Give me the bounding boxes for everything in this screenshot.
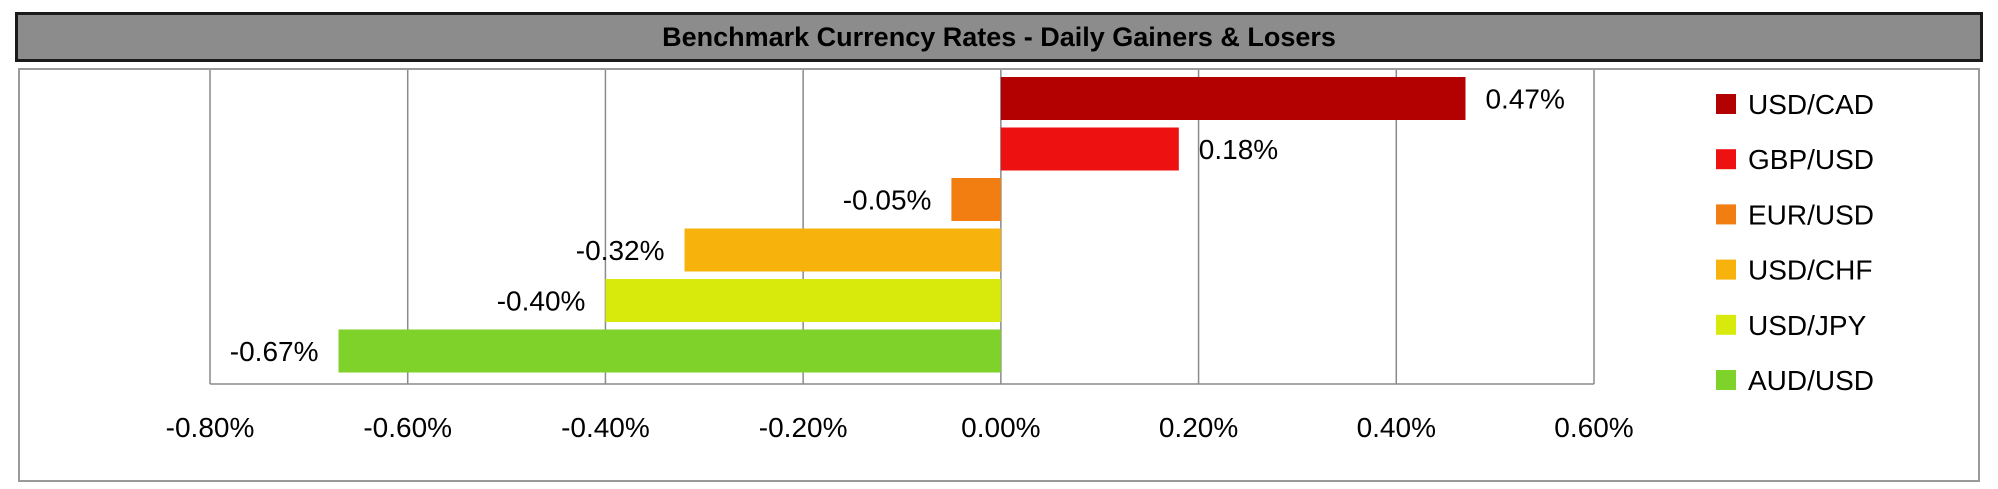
x-axis-tick-labels: -0.80% -0.60% -0.40% -0.20% 0.00% 0.20% 0.40% 0… bbox=[166, 412, 1634, 443]
x-tick-label: -0.80% bbox=[166, 412, 255, 443]
bar-data-label: -0.67% bbox=[230, 336, 319, 367]
bar-data-labels: 0.47% 0.18% -0.05% -0.32% -0.40% -0.67% bbox=[230, 84, 1565, 368]
legend-swatch bbox=[1716, 370, 1736, 390]
legend-label: AUD/USD bbox=[1748, 365, 1874, 396]
bar-data-label: -0.32% bbox=[576, 235, 665, 266]
x-tick-label: 0.40% bbox=[1357, 412, 1436, 443]
chart-title: Benchmark Currency Rates - Daily Gainers… bbox=[15, 12, 1983, 62]
x-tick-label: -0.60% bbox=[363, 412, 452, 443]
bar-data-label: 0.18% bbox=[1199, 134, 1278, 165]
bar-aud-usd bbox=[338, 329, 1001, 373]
legend-swatch bbox=[1716, 259, 1736, 280]
bars bbox=[338, 77, 1466, 373]
bar-gbp-usd bbox=[1000, 127, 1179, 171]
bar-usd-jpy bbox=[605, 279, 1001, 322]
legend-label: EUR/USD bbox=[1748, 199, 1874, 230]
x-tick-label: -0.40% bbox=[561, 412, 650, 443]
x-tick-label: 0.00% bbox=[961, 412, 1040, 443]
x-tick-label: 0.60% bbox=[1554, 412, 1633, 443]
legend-label: GBP/USD bbox=[1748, 144, 1874, 175]
legend-swatch bbox=[1716, 204, 1736, 225]
legend-label: USD/CAD bbox=[1748, 89, 1874, 120]
bar-usd-chf bbox=[684, 228, 1001, 272]
legend: USD/CAD GBP/USD EUR/USD USD/CHF USD/JPY AUD/U… bbox=[1716, 89, 1874, 396]
legend-swatch bbox=[1716, 314, 1736, 335]
legend-label: USD/JPY bbox=[1748, 310, 1867, 341]
bar-data-label: -0.40% bbox=[497, 286, 586, 317]
bar-data-label: 0.47% bbox=[1485, 84, 1564, 115]
legend-swatch bbox=[1716, 94, 1736, 114]
bar-eur-usd bbox=[951, 178, 1001, 221]
bar-usd-cad bbox=[1000, 77, 1466, 120]
bar-data-label: -0.05% bbox=[843, 185, 932, 216]
x-tick-label: 0.20% bbox=[1159, 412, 1238, 443]
legend-swatch bbox=[1716, 149, 1736, 170]
chart-frame bbox=[18, 68, 1980, 482]
x-tick-label: -0.20% bbox=[759, 412, 848, 443]
legend-label: USD/CHF bbox=[1748, 255, 1872, 286]
